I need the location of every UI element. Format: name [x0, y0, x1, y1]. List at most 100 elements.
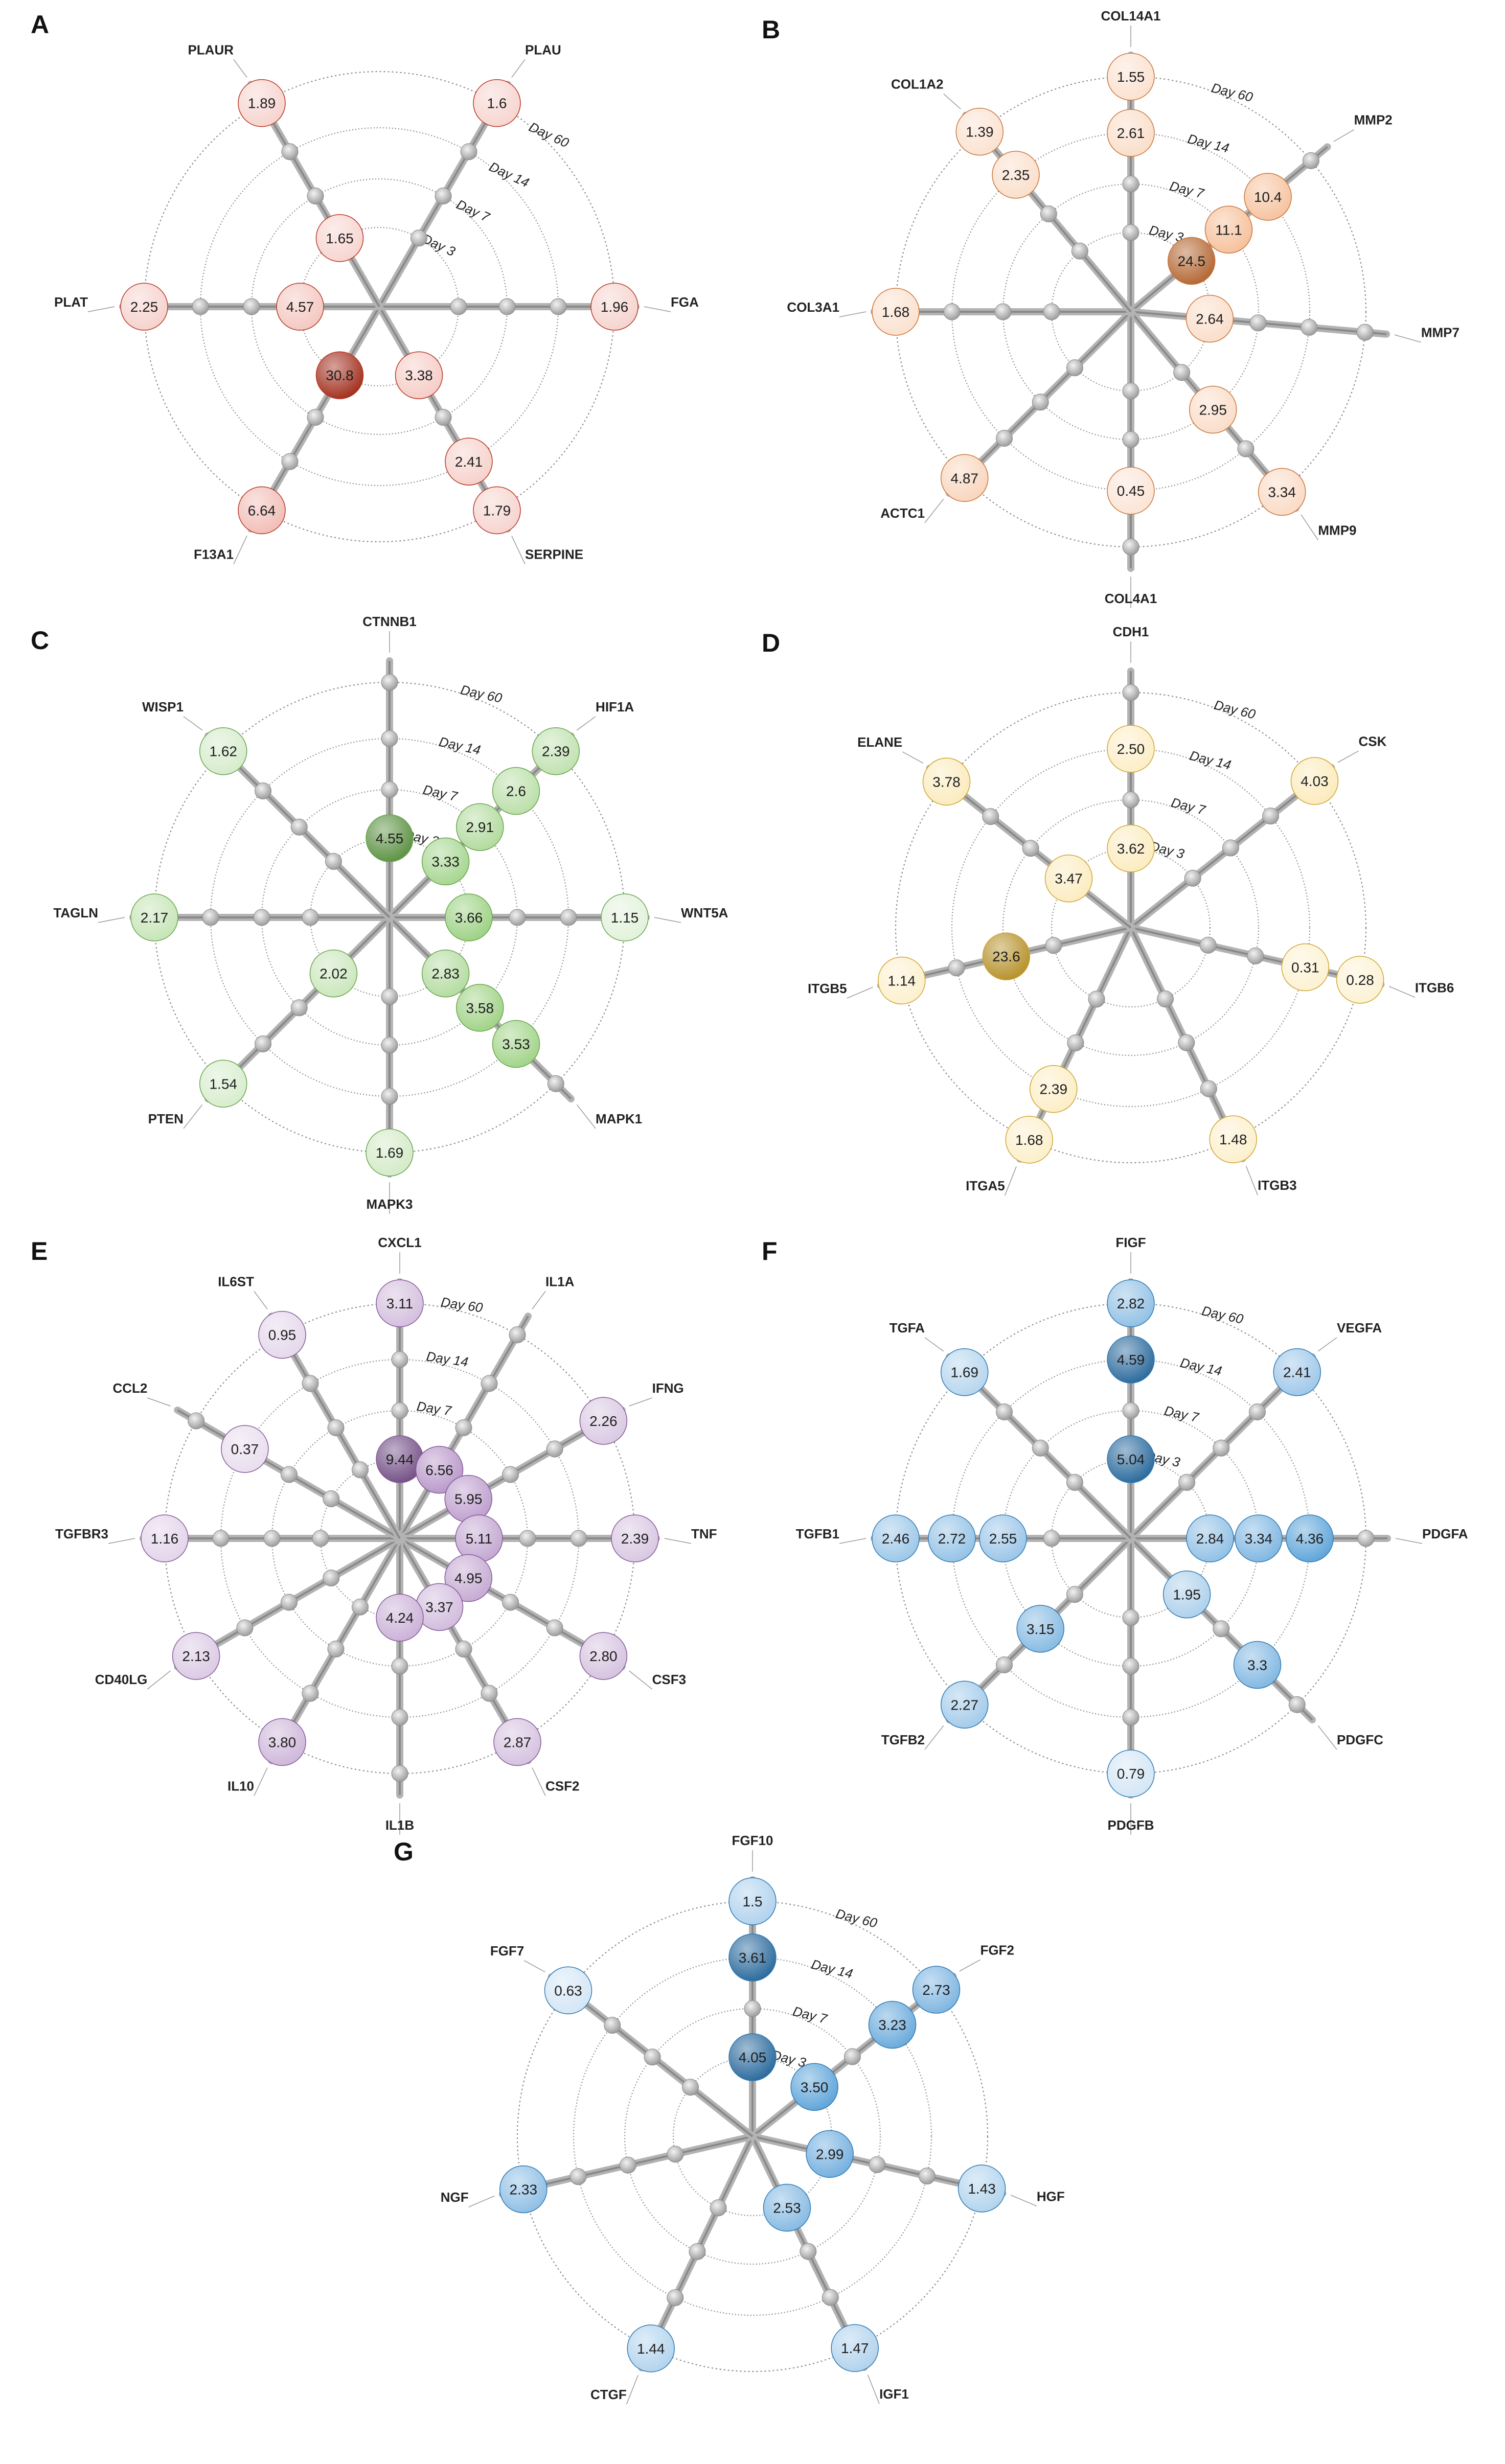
value-label: 0.63: [554, 1983, 582, 1998]
value-label: 1.47: [841, 2340, 869, 2356]
value-bubble-hif1a-day-7: [456, 803, 504, 851]
value-bubble-mapk3-day-60: [366, 1129, 414, 1177]
gene-label-col14a1: COL14A1: [1101, 8, 1160, 24]
ring-label: Day 7: [422, 782, 460, 804]
gene-label-fgf7: FGF7: [490, 1943, 524, 1959]
spoke-knob: [280, 1594, 298, 1611]
panel-letter: E: [31, 1237, 48, 1265]
value-bubble-cdh1-day-14: [1107, 725, 1155, 773]
spoke-knob: [943, 303, 961, 320]
spoke-knob: [1122, 382, 1139, 400]
leader-line: [959, 1959, 980, 1972]
value-label: 4.95: [454, 1571, 483, 1586]
gene-label-cd40lg: CD40LG: [95, 1672, 148, 1687]
spoke-knob: [253, 909, 270, 926]
gene-label-mapk1: MAPK1: [596, 1111, 642, 1126]
spoke-knob: [1122, 175, 1139, 193]
spoke-knob: [1200, 1080, 1217, 1097]
spoke-knob: [982, 808, 999, 825]
spoke-knob: [843, 2048, 861, 2065]
panel-letter: A: [31, 10, 49, 39]
spoke-knob: [996, 1656, 1013, 1673]
panel-letter: G: [394, 1837, 414, 1866]
gene-label-tgfb1: TGFB1: [796, 1526, 839, 1541]
value-bubble-col14a1-day-14: [1107, 109, 1155, 157]
value-label: 2.39: [621, 1531, 649, 1547]
value-label: 2.95: [1199, 402, 1227, 418]
spoke-knob: [391, 1709, 408, 1726]
value-label: 3.58: [466, 1000, 494, 1016]
gene-label-fgf10: FGF10: [732, 1833, 773, 1848]
spoke-knob: [682, 2079, 699, 2096]
leader-line: [1301, 514, 1319, 541]
spoke-knob: [509, 1326, 526, 1344]
value-bubble-pdgfa-day-7: [1235, 1514, 1283, 1562]
value-label: 2.80: [589, 1648, 618, 1664]
spoke-knob: [327, 1641, 345, 1658]
spoke-knob: [281, 143, 299, 160]
value-label: 1.68: [882, 304, 910, 320]
value-label: 2.72: [938, 1531, 966, 1547]
leader-line: [254, 1291, 268, 1309]
spoke-knob: [1040, 205, 1057, 222]
leader-line: [468, 2195, 495, 2207]
leader-line: [654, 917, 681, 923]
spoke-knob: [1213, 1439, 1230, 1457]
value-label: 4.87: [950, 470, 978, 486]
leader-line: [1394, 334, 1422, 343]
gene-label-il10: IL10: [227, 1779, 254, 1794]
value-label: 2.41: [1283, 1365, 1311, 1380]
spoke-knob: [302, 1375, 319, 1392]
leader-line: [867, 2375, 880, 2404]
value-label: 11.1: [1215, 222, 1242, 238]
leader-line: [1395, 1538, 1423, 1544]
spoke-knob: [1178, 1473, 1196, 1491]
leader-line: [1010, 2195, 1037, 2206]
value-label: 1.39: [966, 124, 994, 140]
spoke-knob: [1022, 840, 1039, 857]
value-bubble-pdgfb-day-60: [1107, 1749, 1155, 1798]
leader-line: [254, 1767, 268, 1796]
value-bubble-cxcl1-day-60: [376, 1279, 424, 1327]
spoke-knob: [281, 453, 299, 470]
leader-line: [924, 498, 944, 523]
spoke-knob: [498, 298, 516, 315]
gene-label-il1a: IL1A: [545, 1274, 575, 1289]
gene-label-f13a1: F13A1: [194, 547, 234, 562]
gene-label-actc1: ACTC1: [880, 505, 925, 521]
value-label: 1.48: [1219, 1132, 1247, 1147]
leader-line: [847, 986, 873, 999]
leader-line: [839, 311, 866, 317]
leader-line: [1388, 986, 1416, 998]
gene-label-col4a1: COL4A1: [1105, 591, 1157, 606]
value-bubble-plau-day-60: [473, 79, 521, 127]
leader-line: [664, 1538, 692, 1544]
panel-letter: C: [31, 626, 49, 655]
spoke-knob: [455, 1641, 472, 1658]
spoke-knob: [460, 143, 477, 160]
spoke-knob: [391, 1657, 408, 1675]
spoke-knob: [667, 2289, 684, 2307]
spoke-knob: [1173, 364, 1191, 381]
spoke-knob: [994, 303, 1012, 320]
spoke-knob: [1301, 319, 1318, 336]
value-label: 2.17: [141, 910, 169, 926]
value-label: 23.6: [992, 949, 1020, 964]
value-bubble-itgb5-day-60: [878, 956, 926, 1005]
gene-label-csf2: CSF2: [545, 1779, 579, 1794]
value-label: 4.55: [376, 831, 404, 846]
spoke-knob: [604, 2017, 621, 2034]
spoke-knob: [800, 2243, 817, 2260]
value-bubble-col3a1-day-60: [872, 288, 920, 336]
value-bubble-pdgfc-day-14: [1233, 1641, 1282, 1689]
value-bubble-figf-day-60: [1107, 1279, 1155, 1327]
value-label: 2.53: [773, 2200, 801, 2216]
value-label: 1.14: [888, 973, 916, 988]
value-label: 4.03: [1301, 773, 1329, 789]
value-label: 2.39: [542, 744, 570, 759]
gene-label-tgfa: TGFA: [890, 1320, 925, 1335]
spoke-knob: [481, 1375, 498, 1392]
spoke-knob: [1122, 1709, 1139, 1726]
value-bubble-figf-day-14: [1107, 1335, 1155, 1384]
